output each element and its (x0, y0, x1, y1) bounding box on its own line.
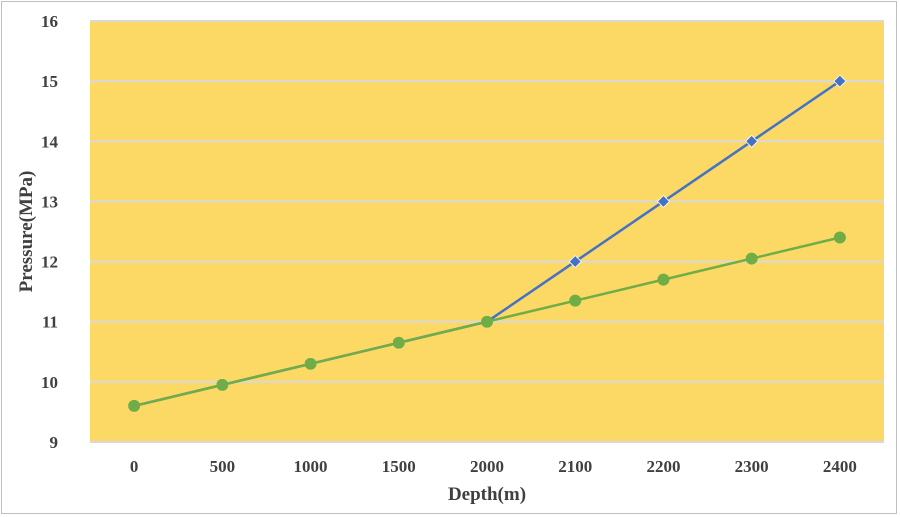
y-tick-label: 12 (41, 253, 58, 272)
y-tick-label: 9 (50, 433, 59, 452)
data-point (304, 357, 317, 370)
y-axis-title: Pressure(MPa) (16, 171, 37, 293)
y-tick-label: 11 (42, 313, 58, 332)
series-layer (127, 74, 847, 413)
y-tick-label: 10 (41, 373, 58, 392)
data-point (392, 336, 405, 349)
data-point (128, 399, 141, 412)
y-tick-label: 14 (41, 132, 59, 151)
x-tick-label: 2100 (558, 457, 592, 476)
data-point (833, 231, 846, 244)
y-tick-label: 16 (41, 12, 58, 31)
plot-area (90, 21, 884, 442)
x-axis-title: Depth(m) (448, 484, 526, 505)
y-tick-label: 13 (41, 192, 58, 211)
x-tick-label: 2300 (735, 457, 769, 476)
x-tick-label: 500 (210, 457, 236, 476)
x-tick-label: 2200 (646, 457, 680, 476)
data-point (216, 378, 229, 391)
data-point (481, 315, 493, 328)
data-point (745, 252, 758, 265)
x-tick-label: 2000 (470, 457, 504, 476)
data-point (569, 294, 582, 307)
y-tick-label: 15 (41, 72, 58, 91)
x-tick-label: 2400 (823, 457, 857, 476)
x-tick-labels: 0 500 1000 1500 2000 2100 2200 2300 2400 (130, 457, 857, 476)
data-point (656, 194, 671, 208)
data-point (657, 273, 670, 286)
data-point (745, 134, 759, 148)
series-2 (128, 231, 846, 412)
x-tick-label: 1000 (294, 457, 328, 476)
data-point (833, 74, 847, 88)
y-tick-labels: 9 10 11 12 13 14 15 16 (41, 12, 59, 452)
data-point (568, 255, 582, 269)
x-tick-label: 1500 (382, 457, 416, 476)
x-tick-label: 0 (130, 457, 139, 476)
